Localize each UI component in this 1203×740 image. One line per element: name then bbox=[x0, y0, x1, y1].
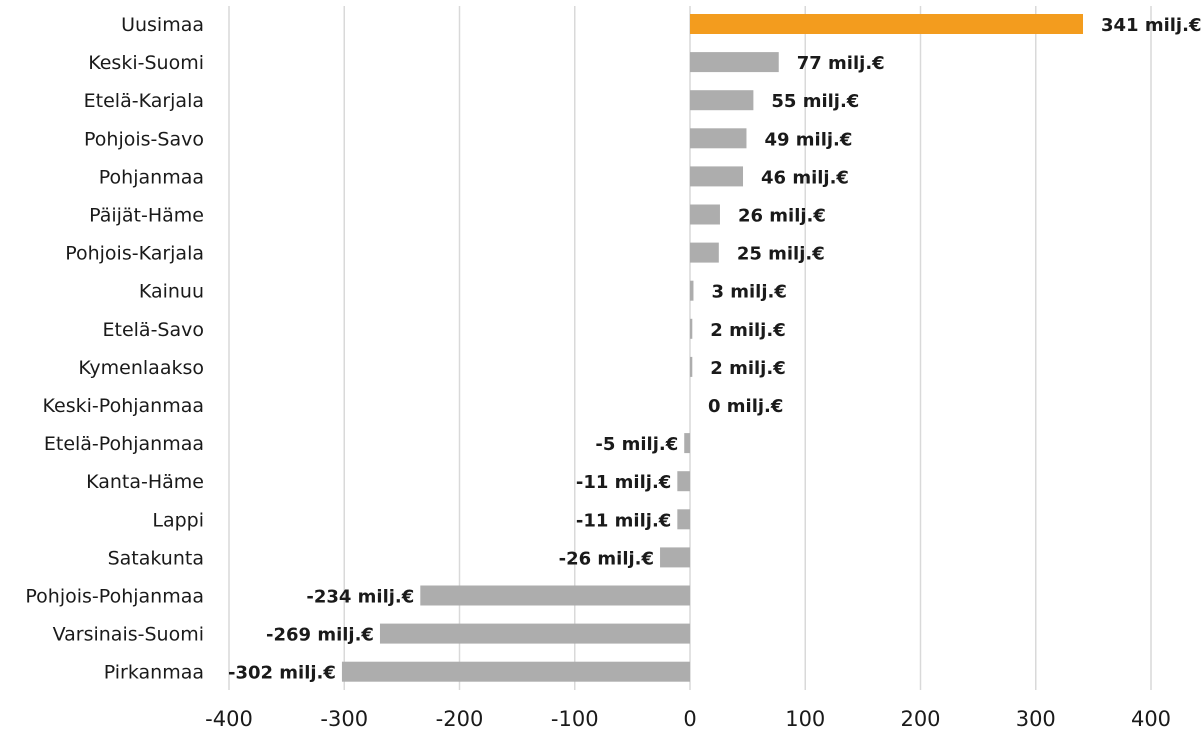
category-label: Pohjois-Pohjanmaa bbox=[25, 586, 204, 608]
x-tick-label: -300 bbox=[320, 707, 368, 731]
category-label: Päijät-Häme bbox=[89, 205, 204, 227]
x-axis-tick-labels: -400 -300 -200 -100 0 100 200 300 400 bbox=[205, 707, 1171, 731]
bar-satakunta bbox=[660, 547, 690, 568]
data-label: -26 milj.€ bbox=[559, 548, 654, 569]
data-label: -11 milj.€ bbox=[576, 472, 671, 493]
bar-pohjanmaa bbox=[690, 166, 744, 187]
data-label: 26 milj.€ bbox=[738, 206, 826, 227]
bar-kainuu bbox=[690, 280, 694, 301]
x-tick-label: -200 bbox=[436, 707, 484, 731]
category-label: Keski-Suomi bbox=[88, 52, 204, 74]
data-label: 2 milj.€ bbox=[710, 320, 785, 341]
bar-pirkanmaa bbox=[341, 661, 690, 682]
category-label: Satakunta bbox=[108, 547, 204, 569]
gridlines bbox=[228, 6, 1152, 690]
bar-pohjois-pohjanmaa bbox=[420, 585, 690, 606]
category-label: Kanta-Häme bbox=[86, 471, 204, 493]
bar-pohjois-karjala bbox=[690, 242, 719, 263]
category-label: Kainuu bbox=[139, 281, 204, 303]
bar-p-ij-t-h-me bbox=[690, 204, 720, 225]
bar-lappi bbox=[677, 509, 690, 530]
x-tick-label: 200 bbox=[900, 707, 940, 731]
category-label: Keski-Pohjanmaa bbox=[43, 395, 204, 417]
data-label: 25 milj.€ bbox=[737, 244, 825, 265]
category-label: Pohjanmaa bbox=[99, 166, 204, 188]
data-labels: 341 milj.€ 77 milj.€ 55 milj.€ 49 milj.€ 46 … bbox=[228, 15, 1201, 684]
data-label: 49 milj.€ bbox=[764, 129, 852, 150]
data-label: -269 milj.€ bbox=[266, 625, 374, 646]
category-label: Etelä-Karjala bbox=[84, 90, 204, 112]
bar-uusimaa bbox=[690, 14, 1084, 34]
data-label: 55 milj.€ bbox=[771, 91, 859, 112]
bar-etel-karjala bbox=[690, 90, 754, 111]
data-label: -5 milj.€ bbox=[595, 434, 678, 455]
category-label: Uusimaa bbox=[121, 14, 204, 36]
data-label: 77 milj.€ bbox=[797, 53, 885, 74]
bar-varsinais-suomi bbox=[379, 623, 690, 644]
bar-etel-pohjanmaa bbox=[684, 433, 690, 454]
category-label: Varsinais-Suomi bbox=[53, 624, 204, 646]
x-tick-label: 0 bbox=[683, 707, 696, 731]
bar-keski-suomi bbox=[690, 52, 779, 73]
category-label: Kymenlaakso bbox=[78, 357, 204, 379]
data-label: -302 milj.€ bbox=[228, 663, 336, 684]
bar-kymenlaakso bbox=[690, 356, 693, 377]
category-label: Etelä-Pohjanmaa bbox=[44, 433, 204, 455]
x-tick-label: 400 bbox=[1131, 707, 1171, 731]
bar-kanta-h-me bbox=[677, 471, 690, 492]
bar-pohjois-savo bbox=[690, 128, 747, 149]
data-label: 46 milj.€ bbox=[761, 167, 849, 188]
category-label: Lappi bbox=[152, 509, 204, 531]
data-label: 341 milj.€ bbox=[1101, 15, 1201, 36]
x-tick-label: 100 bbox=[785, 707, 825, 731]
data-label: -234 milj.€ bbox=[306, 587, 414, 608]
data-label: 0 milj.€ bbox=[708, 396, 783, 417]
data-label: 3 milj.€ bbox=[711, 282, 786, 303]
x-tick-label: 300 bbox=[1016, 707, 1056, 731]
category-label: Pohjois-Karjala bbox=[65, 243, 204, 265]
data-label: 2 milj.€ bbox=[710, 358, 785, 379]
bar-etel-savo bbox=[690, 318, 693, 339]
category-label: Pirkanmaa bbox=[104, 662, 204, 684]
category-label: Etelä-Savo bbox=[103, 319, 205, 341]
bars bbox=[341, 14, 1084, 682]
category-label: Pohjois-Savo bbox=[84, 128, 204, 150]
x-tick-label: -100 bbox=[551, 707, 599, 731]
data-label: -11 milj.€ bbox=[576, 510, 671, 531]
x-tick-label: -400 bbox=[205, 707, 253, 731]
category-labels: Uusimaa Keski-Suomi Etelä-Karjala Pohjois-S… bbox=[25, 14, 204, 684]
